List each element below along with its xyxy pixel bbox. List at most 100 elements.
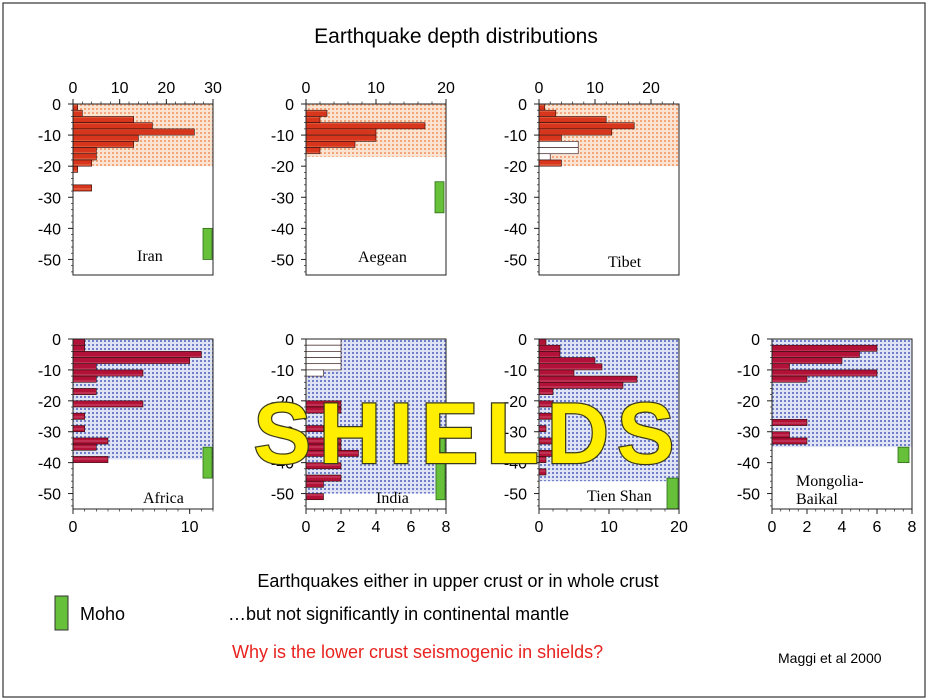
bar-iran	[72, 141, 134, 148]
moho-marker-africa	[202, 446, 213, 479]
bar-africa	[72, 357, 190, 365]
y-tick-label-tibet: -40	[504, 221, 527, 238]
y-tick-label-africa: -50	[38, 487, 61, 504]
y-tick-label-aegean: 0	[285, 97, 294, 114]
region-label-iran: Iran	[137, 248, 163, 265]
y-tick-label-mongolia-baikal: -20	[737, 394, 760, 411]
region-label-line: Tien Shan	[587, 488, 652, 505]
bar-mongolia-baikal	[771, 431, 790, 439]
bar-iran	[72, 103, 78, 111]
bar-tibet	[538, 159, 562, 167]
x-tick-label-iran: 30	[204, 80, 222, 97]
y-tick-label-tien-shan: -30	[504, 425, 527, 442]
region-label-tibet: Tibet	[608, 254, 642, 271]
bar-iran	[72, 128, 195, 136]
bar-aegean	[305, 116, 321, 123]
region-label-mongolia-baikal: Mongolia-Baikal	[796, 473, 864, 508]
region-label-line: Baikal	[796, 491, 838, 508]
bar-tibet	[538, 103, 545, 111]
bar-mongolia-baikal	[771, 369, 878, 377]
bar-india	[305, 344, 342, 352]
y-tick-label-aegean: -30	[271, 190, 294, 207]
x-tick-label-aegean: 0	[302, 80, 311, 97]
chart-mongolia-baikal: 0 -10 -20 -30 -40 -50 0 2 4 6 8 Mongolia-Baikal	[737, 332, 917, 536]
bar-aegean	[305, 141, 356, 148]
x-tick-label-mongolia-baikal: 8	[908, 519, 917, 536]
y-tick-label-tibet: -50	[504, 252, 527, 269]
y-tick-label-africa: -40	[38, 456, 61, 473]
y-tick-label-india: -20	[271, 394, 294, 411]
bar-tien-shan	[538, 363, 603, 371]
x-tick-label-tien-shan: 20	[670, 519, 688, 536]
region-label-line: Aegean	[358, 249, 407, 266]
bar-mongolia-baikal	[771, 351, 860, 358]
bar-africa	[72, 437, 109, 445]
y-tick-label-iran: -30	[38, 190, 61, 207]
y-tick-label-iran: -10	[38, 128, 61, 145]
bar-aegean	[305, 109, 328, 117]
x-tick-label-africa: 0	[69, 519, 78, 536]
bar-tibet	[538, 109, 557, 117]
x-tick-label-aegean: 10	[367, 80, 385, 97]
bar-tien-shan	[538, 344, 561, 352]
bar-iran	[72, 134, 139, 142]
y-tick-label-africa: -30	[38, 425, 61, 442]
y-tick-label-india: -40	[271, 456, 294, 473]
bar-africa	[72, 338, 85, 346]
bar-africa	[72, 425, 85, 433]
x-tick-label-india: 0	[302, 519, 311, 536]
bar-tien-shan	[538, 375, 638, 383]
y-tick-label-india: -30	[271, 425, 294, 442]
y-tick-label-mongolia-baikal: 0	[751, 332, 760, 349]
y-tick-label-tibet: -30	[504, 190, 527, 207]
bar-tien-shan	[538, 338, 547, 346]
bar-aegean	[305, 128, 377, 136]
x-tick-label-africa: 10	[181, 519, 199, 536]
moho-marker-india	[435, 437, 446, 501]
moho-legend-label: Moho	[80, 604, 125, 624]
bar-iran	[72, 116, 134, 123]
bar-africa	[72, 369, 144, 377]
y-tick-label-mongolia-baikal: -40	[737, 456, 760, 473]
y-tick-label-india: 0	[285, 332, 294, 349]
bar-mongolia-baikal	[771, 375, 808, 383]
y-tick-label-iran: -20	[38, 159, 61, 176]
bar-africa	[72, 388, 97, 395]
y-tick-label-tien-shan: -10	[504, 363, 527, 380]
region-label-aegean: Aegean	[358, 249, 407, 266]
moho-marker-tien-shan	[666, 477, 679, 510]
chart-india: 0 -10 -20 -30 -40 -50 0 2 4 6 8 India	[271, 332, 451, 536]
chart-tibet: 0 -10 -20 -30 -40 -50 0 10 20 Tibet	[504, 80, 680, 276]
moho-legend-swatch	[54, 595, 69, 631]
bar-tibet	[538, 153, 551, 161]
bar-iran	[72, 109, 83, 117]
moho-marker-aegean	[434, 181, 445, 214]
bar-africa	[72, 400, 144, 408]
region-label-tien-shan: Tien Shan	[587, 488, 652, 505]
bar-iran	[72, 159, 92, 167]
y-tick-label-iran: -50	[38, 252, 61, 269]
bar-tibet	[538, 141, 579, 148]
bar-africa	[72, 351, 202, 358]
y-tick-label-iran: 0	[52, 97, 61, 114]
chart-tien-shan: 0 -10 -20 -30 -40 -50 0 10 20 Tien Shan	[504, 332, 688, 536]
y-tick-label-aegean: -10	[271, 128, 294, 145]
bar-mongolia-baikal	[771, 437, 808, 445]
x-tick-label-aegean: 20	[437, 80, 455, 97]
bar-iran	[72, 122, 153, 130]
x-tick-label-tien-shan: 10	[600, 519, 618, 536]
bar-tien-shan	[538, 351, 561, 358]
bar-africa	[72, 375, 97, 383]
x-tick-label-iran: 0	[69, 80, 78, 97]
x-tick-label-tibet: 20	[642, 80, 660, 97]
shields-overlay-text: SHIELDS	[254, 386, 683, 482]
bar-india	[305, 357, 342, 365]
x-tick-label-mongolia-baikal: 4	[838, 519, 847, 536]
x-tick-label-mongolia-baikal: 2	[803, 519, 812, 536]
chart-iran: 0 -10 -20 -30 -40 -50 0 10 20 30 Iran	[38, 80, 222, 276]
moho-marker-mongolia-baikal	[897, 446, 910, 464]
bar-mongolia-baikal	[771, 419, 808, 426]
y-tick-label-mongolia-baikal: -30	[737, 425, 760, 442]
bar-africa	[72, 456, 109, 463]
